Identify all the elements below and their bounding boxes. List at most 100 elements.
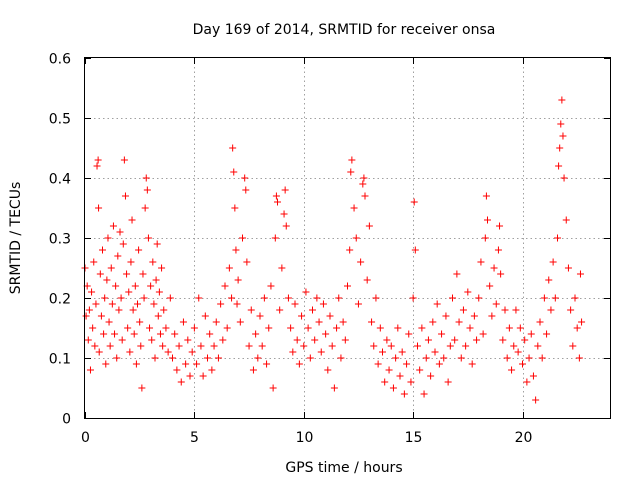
- data-point: [118, 336, 126, 344]
- data-point: [148, 336, 156, 344]
- data-point: [438, 330, 446, 338]
- data-point: [106, 342, 114, 350]
- data-point: [466, 324, 474, 332]
- data-point: [217, 300, 225, 308]
- data-point: [578, 318, 586, 326]
- data-point: [195, 294, 203, 302]
- data-point: [150, 300, 158, 308]
- data-point: [339, 318, 347, 326]
- data-point: [490, 264, 498, 272]
- data-point: [525, 354, 533, 362]
- data-point: [230, 168, 238, 176]
- data-point: [212, 318, 220, 326]
- data-point: [462, 342, 470, 350]
- grid-layer: [85, 58, 610, 418]
- data-point: [496, 222, 504, 230]
- data-point: [451, 336, 459, 344]
- data-point: [365, 222, 373, 230]
- x-tick-label: 5: [190, 430, 199, 446]
- data-point: [324, 366, 332, 374]
- data-point: [151, 354, 159, 362]
- data-point: [146, 324, 154, 332]
- data-point: [505, 324, 513, 332]
- y-tick-label: 0.4: [49, 172, 71, 188]
- data-point: [96, 270, 104, 278]
- data-point: [127, 258, 135, 266]
- data-point: [99, 246, 106, 254]
- data-point: [304, 324, 312, 332]
- data-point: [350, 204, 358, 212]
- data-point: [394, 324, 402, 332]
- data-point: [409, 294, 417, 302]
- data-point: [295, 360, 303, 368]
- data-point: [481, 234, 489, 242]
- data-point: [407, 378, 415, 386]
- data-point: [109, 222, 117, 230]
- data-point: [229, 144, 237, 152]
- data-point: [243, 258, 251, 266]
- data-point: [385, 366, 393, 374]
- x-tick-label: 10: [296, 430, 314, 446]
- data-point: [89, 324, 97, 332]
- data-point: [154, 312, 162, 320]
- data-point: [108, 300, 116, 308]
- data-point: [470, 312, 478, 320]
- data-point: [381, 378, 389, 386]
- data-point: [179, 318, 187, 326]
- data-point: [141, 204, 149, 212]
- data-point: [405, 330, 413, 338]
- data-point: [396, 372, 404, 380]
- data-point: [135, 246, 143, 254]
- data-point: [267, 282, 275, 290]
- data-point: [138, 384, 146, 392]
- data-point: [422, 354, 430, 362]
- data-point: [523, 378, 531, 386]
- data-point: [499, 336, 507, 344]
- data-point: [208, 366, 216, 374]
- data-point: [155, 288, 163, 296]
- data-point: [532, 396, 540, 404]
- data-point: [543, 330, 551, 338]
- data-point: [357, 258, 365, 266]
- data-point: [333, 324, 341, 332]
- y-tick-label: 0.6: [49, 52, 71, 68]
- x-axis-title: GPS time / hours: [285, 460, 402, 476]
- data-point: [516, 324, 524, 332]
- data-point: [245, 342, 253, 350]
- data-point: [313, 294, 321, 302]
- y-tick-label: 0: [62, 412, 71, 428]
- data-point: [354, 300, 362, 308]
- data-point: [152, 276, 160, 284]
- data-point: [84, 336, 92, 344]
- data-point: [488, 312, 496, 320]
- data-point: [575, 354, 583, 362]
- data-point: [206, 330, 214, 338]
- data-point: [256, 312, 264, 320]
- data-point: [557, 120, 565, 128]
- data-point: [482, 192, 490, 200]
- data-point: [231, 204, 239, 212]
- data-point: [379, 348, 386, 356]
- data-point: [383, 336, 391, 344]
- data-point: [88, 288, 96, 296]
- data-point: [414, 342, 421, 350]
- data-point: [160, 306, 168, 314]
- data-point: [105, 318, 113, 326]
- data-point: [573, 324, 581, 332]
- data-point: [228, 294, 236, 302]
- data-point: [479, 330, 487, 338]
- y-tick-label: 0.2: [49, 292, 71, 308]
- data-point: [144, 234, 152, 242]
- data-point: [567, 306, 575, 314]
- data-point: [494, 246, 502, 254]
- data-point: [140, 294, 148, 302]
- x-tick-label: 0: [81, 430, 90, 446]
- data-point: [260, 294, 268, 302]
- y-axis-title: SRMTID / TECUs: [8, 182, 24, 295]
- data-point: [387, 342, 395, 350]
- data-point: [102, 360, 110, 368]
- data-point: [514, 348, 522, 356]
- data-point: [519, 360, 526, 368]
- data-point: [328, 342, 336, 350]
